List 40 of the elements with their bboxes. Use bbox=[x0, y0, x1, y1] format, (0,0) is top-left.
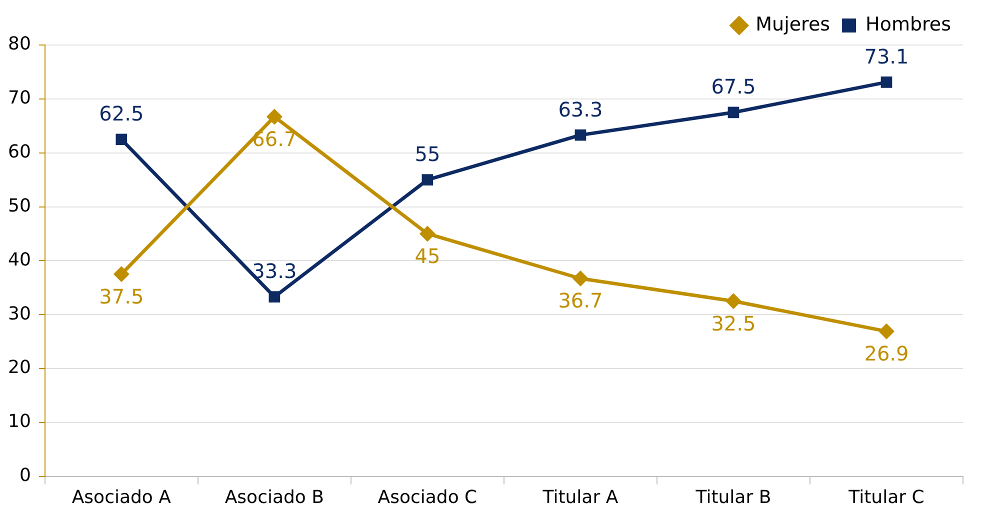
data-label: 32.5 bbox=[711, 311, 756, 336]
data-label: 36.7 bbox=[558, 288, 603, 313]
data-label: 62.5 bbox=[99, 102, 144, 126]
x-tick-label: Titular C bbox=[848, 486, 924, 508]
point bbox=[572, 270, 588, 286]
point bbox=[422, 174, 434, 186]
y-tick-label: 60 bbox=[8, 142, 31, 163]
point bbox=[878, 323, 894, 340]
y-tick-label: 10 bbox=[8, 411, 31, 432]
y-tick-label: 70 bbox=[8, 88, 31, 109]
data-label: 45 bbox=[414, 244, 440, 268]
point bbox=[113, 266, 130, 282]
y-tick-label: 50 bbox=[8, 195, 31, 216]
point bbox=[574, 129, 586, 141]
x-tick-label: Asociado B bbox=[224, 486, 324, 508]
y-tick-label: 80 bbox=[8, 34, 31, 55]
legend-label: Mujeres bbox=[756, 13, 830, 36]
data-label: 63.3 bbox=[558, 97, 603, 122]
point bbox=[880, 76, 892, 88]
y-tick-label: 40 bbox=[8, 249, 31, 270]
y-tick-label: 0 bbox=[19, 465, 31, 486]
data-label: 37.5 bbox=[99, 284, 144, 308]
point bbox=[725, 293, 742, 310]
x-tick-label: Asociado C bbox=[378, 486, 478, 508]
data-label: 33.3 bbox=[252, 259, 297, 284]
point bbox=[116, 134, 128, 146]
data-label: 67.5 bbox=[711, 74, 756, 99]
point bbox=[728, 106, 740, 118]
data-label: 73.1 bbox=[864, 44, 909, 68]
y-tick-label: 20 bbox=[8, 357, 31, 378]
x-tick-label: Titular A bbox=[542, 486, 619, 508]
point bbox=[268, 291, 280, 302]
data-label: 55 bbox=[414, 142, 440, 166]
point bbox=[266, 108, 282, 125]
y-tick-label: 30 bbox=[8, 303, 31, 324]
x-tick-label: Asociado A bbox=[72, 486, 172, 508]
point bbox=[419, 226, 436, 242]
legend-label: Hombres bbox=[866, 13, 952, 36]
data-label: 26.9 bbox=[864, 342, 909, 366]
x-tick-label: Titular B bbox=[694, 486, 772, 508]
